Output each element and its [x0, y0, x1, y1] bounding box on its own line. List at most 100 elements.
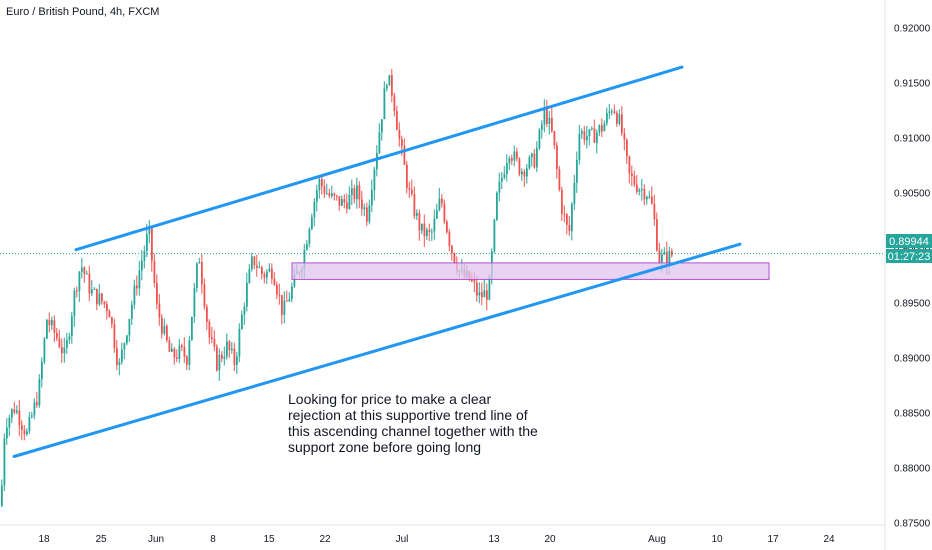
candle-body: [263, 274, 266, 278]
candle-body: [388, 75, 391, 86]
candle-body: [61, 347, 63, 354]
candle-body: [278, 294, 281, 296]
candle-body: [508, 158, 511, 164]
candle-body: [513, 151, 516, 161]
candle-body: [276, 284, 278, 295]
candle-body: [226, 341, 228, 357]
time-tick-label: Aug: [648, 534, 666, 545]
candle-body: [66, 339, 68, 348]
candle-body: [266, 271, 268, 278]
support-zone[interactable]: [291, 262, 770, 280]
channel-upper-line[interactable]: [74, 65, 684, 252]
candle-body: [618, 114, 621, 124]
candle-body: [121, 349, 123, 362]
candle-body: [251, 256, 253, 269]
annotation-note[interactable]: Looking for price to make a clear reject…: [288, 391, 588, 455]
candle-body: [143, 251, 146, 261]
candle-body: [268, 268, 271, 272]
candle-body: [418, 212, 421, 231]
candle-body: [73, 290, 76, 317]
candle-body: [191, 316, 193, 341]
candle-body: [6, 427, 8, 439]
candle-body: [518, 158, 521, 175]
candle-body: [193, 287, 196, 317]
candle-body: [176, 357, 178, 359]
candle-body: [396, 111, 398, 131]
time-tick-label: Jul: [396, 534, 409, 545]
candle-body: [471, 279, 473, 281]
candle-body: [116, 348, 118, 366]
candle-body: [651, 196, 653, 204]
candle-body: [46, 319, 48, 339]
candle-body: [48, 319, 51, 326]
time-tick-label: 24: [823, 534, 835, 545]
candle-body: [173, 348, 176, 358]
candle-body: [526, 168, 528, 177]
candle-body: [108, 310, 111, 318]
candle-body: [76, 290, 78, 292]
candle-body: [316, 190, 318, 202]
candle-body: [258, 267, 261, 269]
candle-body: [453, 253, 456, 263]
candle-body: [11, 409, 13, 418]
price-tick-label: 0.92000: [894, 24, 931, 35]
candle-body: [3, 438, 6, 486]
candle-body: [81, 267, 83, 272]
note-line: Looking for price to make a clear: [288, 391, 492, 407]
candle-body: [521, 171, 523, 175]
candle-body: [126, 335, 128, 344]
candle-body: [338, 196, 341, 206]
candle-body: [53, 320, 56, 333]
time-tick-label: Jun: [148, 534, 164, 545]
candle-body: [146, 234, 148, 252]
candle-body: [446, 221, 448, 233]
candle-body: [103, 301, 106, 305]
price-axis[interactable]: 0.920000.915000.910000.905000.900000.895…: [894, 24, 931, 530]
candle-body: [161, 317, 163, 334]
candle-body: [403, 146, 406, 165]
candle-body: [348, 194, 351, 209]
candle-body: [148, 227, 151, 235]
price-tick-label: 0.91500: [894, 79, 931, 90]
candle-body: [88, 273, 91, 294]
candle-body: [633, 176, 636, 185]
candle-body: [123, 343, 126, 350]
candle-body: [183, 347, 186, 357]
candle-body: [668, 250, 671, 266]
symbol-legend[interactable]: Euro / British Pound, 4h, FXCM: [6, 6, 160, 18]
candle-body: [583, 131, 586, 141]
candle-body: [26, 431, 28, 435]
price-tick-label: 0.87500: [894, 519, 931, 530]
candle-body: [398, 130, 401, 140]
candle-body: [58, 338, 61, 348]
candle-body: [138, 270, 141, 289]
candle-body: [333, 193, 336, 196]
time-axis[interactable]: 18 25 Jun 8 15 22 Jul 13 20 Aug 10 17 24: [38, 534, 835, 545]
candle-body: [28, 416, 31, 432]
candle-body: [666, 251, 668, 266]
candle-body: [541, 124, 543, 130]
candle-body: [401, 139, 403, 147]
candle-body: [128, 319, 131, 336]
candle-body: [171, 348, 173, 352]
candle-body: [21, 425, 23, 430]
candle-body: [543, 107, 546, 125]
candle-body: [646, 196, 648, 200]
candle-body: [658, 250, 661, 263]
candle-body: [606, 113, 608, 124]
candle-body: [343, 199, 346, 203]
candle-body: [181, 345, 183, 348]
candle-body: [423, 223, 426, 237]
candle-body: [346, 202, 348, 209]
candle-body: [201, 261, 203, 285]
candle-body: [271, 268, 273, 279]
countdown-badge: 01:27:23: [886, 249, 932, 263]
candle-body: [361, 199, 363, 210]
channel-lower-line[interactable]: [12, 242, 742, 458]
candle-body: [368, 205, 371, 222]
candle-body: [358, 185, 361, 200]
candle-body: [566, 214, 568, 225]
candle-body: [91, 289, 93, 294]
candle-body: [16, 410, 18, 413]
